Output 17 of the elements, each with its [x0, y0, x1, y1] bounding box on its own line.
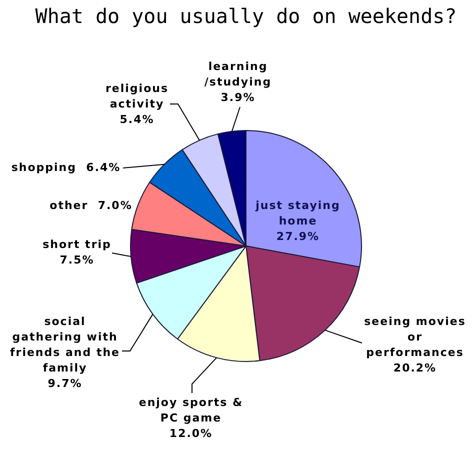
slice-label: shopping 6.4%	[11, 160, 121, 174]
slice-label: other 7.0%	[50, 198, 132, 212]
slice-label: learning/studying	[204, 60, 272, 88]
data-label: 5.4%	[120, 112, 154, 126]
chart-title: What do you usually do on weekends?	[35, 4, 457, 28]
slice-label: religious activity	[105, 82, 169, 110]
data-label: 27.9%	[276, 230, 320, 243]
slice-label: just staying home	[254, 198, 340, 228]
data-label: 12.0%	[169, 426, 213, 440]
data-label: 20.2%	[393, 361, 437, 374]
slice-label: seeing movies or performances	[364, 314, 466, 359]
data-label: 9.7%	[48, 376, 82, 390]
slice-label: short trip	[42, 238, 112, 251]
data-label: 3.9%	[220, 90, 256, 104]
slice-label: enjoy sports & PC game	[138, 396, 244, 424]
data-label: 7.5%	[60, 253, 94, 266]
slice-label: social gathering with friends and the family	[10, 314, 120, 374]
